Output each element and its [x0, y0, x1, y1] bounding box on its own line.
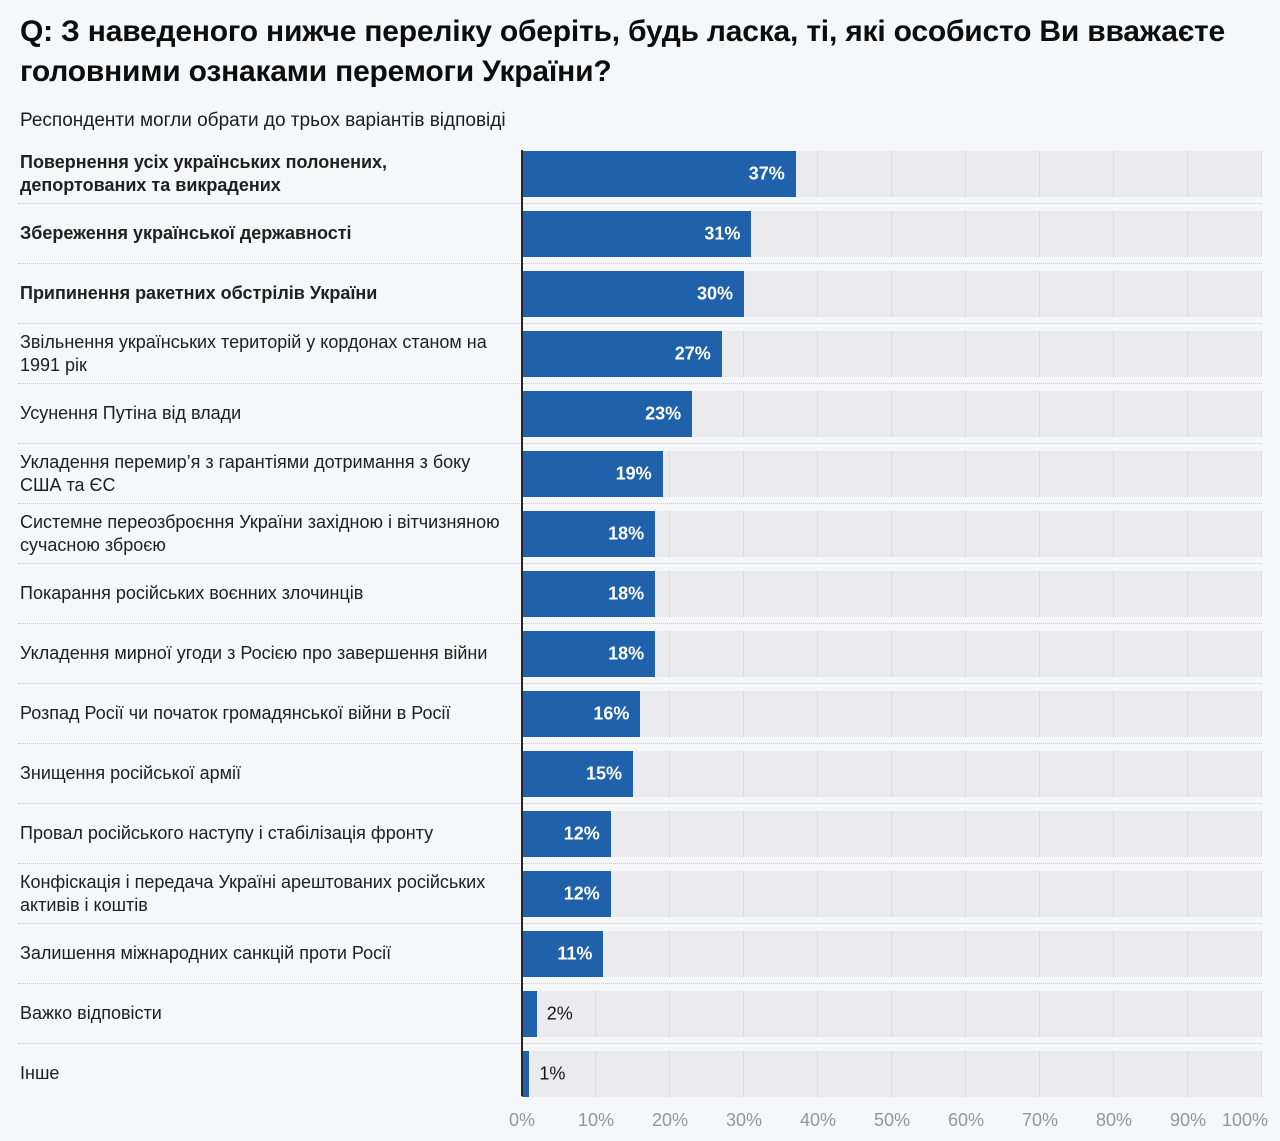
value-label: 11%: [557, 943, 593, 963]
bar: 12%: [522, 810, 611, 857]
x-axis-tick: 90%: [1169, 1110, 1207, 1130]
bar-track: 37%: [522, 150, 1262, 197]
category-label: Важко відповісти: [20, 1003, 162, 1023]
bar-track: 31%: [522, 210, 1262, 257]
bar-row: Системне переозброєння України західною …: [18, 504, 1262, 564]
category-label: Залишення міжнародних санкцій проти Росі…: [20, 943, 392, 963]
bar-row: Укладення перемир’я з гарантіями дотрима…: [18, 444, 1262, 504]
x-axis-tick: 80%: [1095, 1110, 1133, 1130]
category-label: Припинення ракетних обстрілів України: [20, 283, 378, 303]
category-label: Усунення Путіна від влади: [20, 403, 242, 423]
bar-row: Залишення міжнародних санкцій проти Росі…: [18, 924, 1262, 984]
category-label: Знищення російської армії: [20, 763, 242, 783]
value-label: 16%: [593, 703, 630, 723]
x-axis-tick: 10%: [577, 1110, 615, 1130]
value-label: 23%: [645, 403, 682, 423]
bar-track: 27%: [522, 330, 1262, 377]
value-label: 18%: [608, 643, 645, 663]
bar: 19%: [522, 450, 663, 497]
x-axis-ticks: 0% 10% 20% 30% 40% 50% 60% 70% 80% 90% 100%: [509, 1110, 1268, 1134]
bar-row: Усунення Путіна від влади 23%: [18, 384, 1262, 444]
bar: 27%: [522, 330, 722, 377]
bar-track: 18%: [522, 630, 1262, 677]
bar-track: 15%: [522, 750, 1262, 797]
bar-track: 18%: [522, 570, 1262, 617]
value-label: 30%: [696, 283, 733, 303]
x-axis-tick: 30%: [725, 1110, 763, 1130]
bar-chart: Повернення усіх українських полонених, д…: [18, 144, 1262, 1103]
bar: 12%: [522, 870, 611, 917]
bar: 30%: [522, 270, 744, 317]
x-axis-tick: 50%: [873, 1110, 911, 1130]
bar-row: Провал російського наступу і стабілізаці…: [18, 804, 1262, 864]
category-label: Провал російського наступу і стабілізаці…: [20, 823, 434, 843]
bar-row: Інше 1%: [18, 1044, 1262, 1103]
bar-track: 18%: [522, 510, 1262, 557]
bar: 11%: [522, 930, 604, 977]
category-label: Покарання російських воєнних злочинців: [20, 583, 364, 603]
category-label: Системне переозброєння України західною …: [20, 511, 500, 555]
bar-track: 19%: [522, 450, 1262, 497]
x-axis-tick: 0%: [508, 1110, 536, 1130]
bar-row: Звільнення українських територій у кордо…: [18, 324, 1262, 384]
category-label: Конфіскація і передача Україні арештован…: [20, 871, 486, 915]
page-title: Q: З наведеного нижче переліку оберіть, …: [20, 15, 1226, 88]
zero-axis-line: [521, 150, 523, 1096]
chart-subtitle: Респонденти могли обрати до трьох варіан…: [20, 110, 506, 131]
category-label: Звільнення українських територій у кордо…: [20, 331, 487, 375]
value-label: 12%: [563, 823, 600, 843]
bar-row: Важко відповісти 2%: [18, 984, 1262, 1044]
bar-rows: Повернення усіх українських полонених, д…: [18, 144, 1262, 1103]
bar-row: Повернення усіх українських полонених, д…: [18, 144, 1262, 204]
category-label: Повернення усіх українських полонених, д…: [20, 151, 388, 195]
bar: 31%: [522, 210, 752, 257]
bar: [522, 990, 537, 1037]
x-axis-tick: 70%: [1021, 1110, 1059, 1130]
bar-track: 23%: [522, 390, 1262, 437]
bar-row: Покарання російських воєнних злочинців 18…: [18, 564, 1262, 624]
bar-row: Знищення російської армії 15%: [18, 744, 1262, 804]
category-label: Укладення мирної угоди з Росією про заве…: [20, 643, 488, 663]
category-label: Укладення перемир’я з гарантіями дотрима…: [20, 451, 471, 495]
value-label: 18%: [608, 583, 645, 603]
value-label: 15%: [585, 763, 622, 783]
category-label: Інше: [20, 1063, 60, 1083]
value-label: 37%: [748, 163, 785, 183]
bar-track: 12%: [522, 870, 1262, 917]
bar-row: Збереження української державності 31%: [18, 204, 1262, 264]
bar: 37%: [522, 150, 796, 197]
bar: 18%: [522, 510, 656, 557]
bar-track: 16%: [522, 690, 1262, 737]
x-axis-tick: 40%: [799, 1110, 837, 1130]
x-axis-tick: 20%: [651, 1110, 689, 1130]
value-label: 2%: [546, 1003, 573, 1023]
bar: [522, 1050, 530, 1097]
category-label: Збереження української державності: [20, 223, 352, 243]
bar: 15%: [522, 750, 633, 797]
bar-track: 2%: [522, 990, 1262, 1037]
x-axis: 0% 10% 20% 30% 40% 50% 60% 70% 80% 90% 100%: [18, 1103, 1268, 1141]
value-label: 19%: [615, 463, 652, 483]
bar-track: 1%: [522, 1050, 1262, 1097]
value-label: 12%: [563, 883, 600, 903]
bar: 23%: [522, 390, 693, 437]
value-label: 18%: [608, 523, 645, 543]
bar-row: Припинення ракетних обстрілів України 30%: [18, 264, 1262, 324]
x-axis-tick: 60%: [947, 1110, 985, 1130]
bar: 18%: [522, 630, 656, 677]
bar-row: Конфіскація і передача Україні арештован…: [18, 864, 1262, 924]
bar-track: 11%: [522, 930, 1262, 977]
bar: 16%: [522, 690, 641, 737]
bar-track: 30%: [522, 270, 1262, 317]
value-label: 27%: [674, 343, 711, 363]
bar-row: Укладення мирної угоди з Росією про заве…: [18, 624, 1262, 684]
bar-row: Розпад Росії чи початок громадянської ві…: [18, 684, 1262, 744]
bar: 18%: [522, 570, 656, 617]
x-axis-tick: 100%: [1221, 1110, 1268, 1130]
category-label: Розпад Росії чи початок громадянської ві…: [20, 703, 451, 723]
value-label: 1%: [539, 1063, 566, 1083]
value-label: 31%: [704, 223, 741, 243]
bar-track: 12%: [522, 810, 1262, 857]
